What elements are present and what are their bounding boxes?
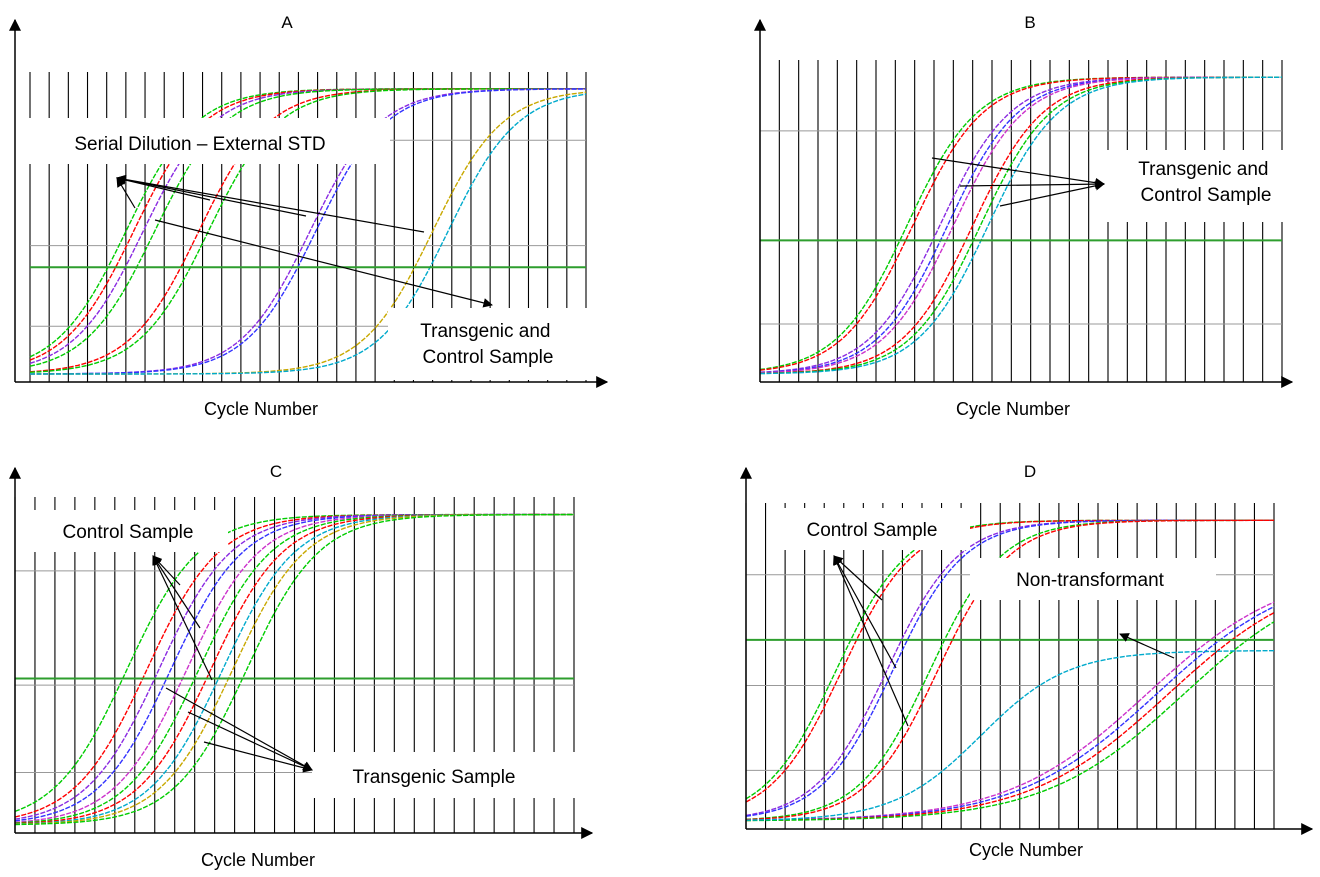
- arrow-control-d-3: [833, 555, 909, 727]
- arrow-control-d-1: [833, 555, 883, 601]
- annotation-transgenic-control-a: Transgenic and Control Sample: [420, 321, 556, 368]
- panel-d: [740, 466, 1314, 835]
- panel-title-c: C: [270, 462, 282, 481]
- amplification-curve: [745, 519, 1274, 817]
- amplification-curve: [759, 76, 1282, 371]
- amplification-curve: [30, 93, 587, 375]
- arrow-transgenic-c-1: [165, 687, 313, 771]
- amplification-curve: [745, 519, 1274, 821]
- amplification-curve: [29, 88, 586, 373]
- annotation-box-transgenic-control-a: [388, 308, 588, 380]
- panel-title-b: B: [1024, 13, 1035, 32]
- arrow-serial-3: [116, 174, 307, 217]
- amplification-curve: [29, 88, 586, 373]
- annotation-line-1: Transgenic and: [420, 321, 550, 342]
- curves-b: [759, 76, 1283, 375]
- annotation-control-c: Control Sample: [63, 522, 194, 543]
- annotation-serial-dilution: Serial Dilution – External STD: [74, 134, 325, 155]
- arrow-control-c-3: [152, 555, 213, 681]
- annotation-box-transgenic-control-b: [1100, 150, 1300, 222]
- amplification-curve: [29, 88, 586, 364]
- amplification-curve: [14, 513, 574, 826]
- arrow-transgenic-b-2: [959, 179, 1105, 189]
- annotation-line-2: Control Sample: [423, 347, 554, 368]
- arrow-transgenic-c-2: [187, 711, 313, 771]
- arrow-serial-4: [116, 174, 425, 233]
- curves-a: [29, 88, 587, 375]
- amplification-curve: [759, 76, 1282, 374]
- arrow-control-c-2: [152, 555, 201, 629]
- arrow-control-d-2: [833, 555, 897, 669]
- annotation-control-d: Control Sample: [807, 520, 938, 541]
- arrow-transgenic-c-3: [203, 741, 313, 773]
- amplification-curve: [746, 621, 1275, 822]
- amplification-curve: [760, 76, 1282, 375]
- curves-d: [745, 519, 1275, 822]
- panel-title-d: D: [1024, 462, 1036, 481]
- amplification-curve: [759, 76, 1282, 373]
- x-axis-label-b: Cycle Number: [956, 399, 1070, 419]
- panel-title-a: A: [281, 13, 293, 32]
- annotation-transgenic-control-b: Transgenic and Control Sample: [1138, 159, 1274, 206]
- amplification-curve: [745, 606, 1275, 821]
- annotation-transgenic-c: Transgenic Sample: [353, 767, 516, 788]
- arrow-transgenic-b-1: [931, 157, 1105, 188]
- panel-c: [9, 466, 594, 839]
- arrow-non-transformant: [1119, 633, 1175, 659]
- amplification-curve: [759, 76, 1282, 374]
- gridlines-d: [745, 503, 1275, 829]
- amplification-curve: [760, 76, 1283, 375]
- amplification-curve: [759, 76, 1282, 371]
- x-axis-label-d: Cycle Number: [969, 840, 1083, 860]
- annotation-arrows: [116, 157, 1175, 773]
- arrow-transgenic-a: [154, 219, 493, 308]
- amplification-curve: [759, 76, 1282, 374]
- amplification-curve: [30, 88, 587, 375]
- amplification-curve: [745, 650, 1274, 821]
- annotation-non-transformant: Non-transformant: [1016, 570, 1165, 591]
- annotation-line-2: Control Sample: [1141, 185, 1272, 206]
- x-axis-label-c: Cycle Number: [201, 850, 315, 870]
- x-axis-label-a: Cycle Number: [204, 399, 318, 419]
- amplification-curve: [745, 519, 1274, 817]
- annotation-box-control-d: [770, 508, 970, 550]
- amplification-curve: [745, 519, 1274, 820]
- amplification-curve: [745, 519, 1274, 803]
- annotation-line-1: Transgenic and: [1138, 159, 1268, 180]
- annotation-box-serial-dilution: [18, 118, 390, 164]
- annotation-box-control-c: [28, 510, 228, 552]
- amplification-curve: [29, 88, 586, 367]
- amplification-curve: [745, 601, 1275, 821]
- arrow-transgenic-b-3: [999, 181, 1105, 207]
- curves-c: [14, 513, 574, 826]
- annotation-box-non-transformant: [970, 558, 1216, 600]
- annotation-box-transgenic-c: [312, 752, 576, 798]
